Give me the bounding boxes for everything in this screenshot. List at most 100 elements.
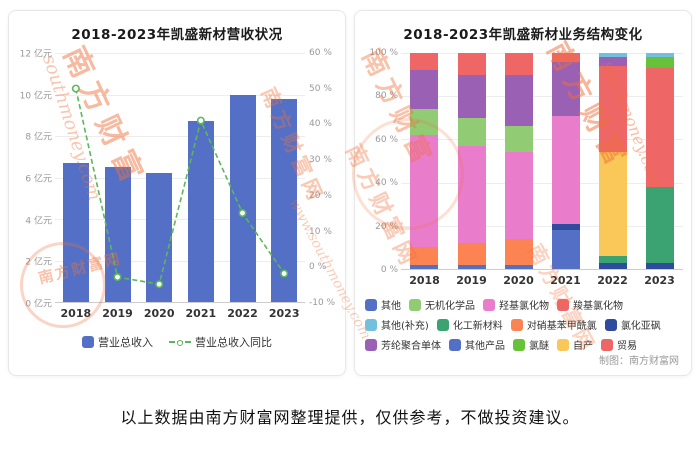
structure-bar-2020	[504, 53, 533, 269]
legend-swatch-icon	[483, 298, 495, 311]
x-axis-label: 2020	[143, 307, 175, 320]
legend-swatch-icon	[513, 338, 525, 351]
legend-swatch-icon	[365, 298, 377, 311]
x-axis-label: 2022	[227, 307, 258, 320]
x-axis-label: 2020	[503, 274, 534, 287]
legend-label: 化工新材料	[452, 321, 503, 332]
y-axis-tick: 80 %	[375, 91, 398, 102]
legend-item: 其他(补充)	[365, 317, 429, 332]
legend-label: 对硝基苯甲酰氯	[526, 321, 597, 332]
structure-segment	[645, 68, 674, 187]
structure-chart: 0 % 20 % 40 % 60 % 80 % 100 %	[363, 48, 683, 275]
y-axis-tick: 10 %	[309, 226, 332, 237]
y-axis-tick: 100 %	[369, 48, 398, 58]
legend-item-revenue: 营业总收入	[82, 334, 153, 350]
legend-swatch-icon	[449, 338, 461, 351]
legend-item: 贸易	[601, 337, 637, 352]
structure-segment	[504, 126, 533, 153]
legend-label-yoy: 营业总收入同比	[195, 336, 272, 349]
legend-label-revenue: 营业总收入	[98, 336, 153, 349]
structure-bar-2023	[645, 53, 674, 269]
structure-segment	[504, 238, 533, 265]
structure-segment	[551, 223, 580, 231]
revenue-legend: 营业总收入 营业总收入同比	[17, 334, 337, 350]
legend-item: 其他	[365, 297, 401, 312]
legend-swatch-icon	[365, 338, 377, 351]
legend-label: 其他产品	[465, 341, 505, 352]
revenue-bar	[229, 94, 256, 302]
y-axis-tick: 60 %	[309, 48, 332, 58]
legend-label: 无机化学品	[425, 301, 475, 312]
legend-item: 羟基氯化物	[483, 297, 549, 312]
legend-swatch-icon	[436, 318, 449, 331]
legend-item: 对硝基苯甲酰氯	[510, 317, 597, 332]
legend-swatch-icon	[601, 338, 613, 351]
legend-label: 羟基氯化物	[499, 301, 549, 312]
structure-segment	[410, 70, 439, 110]
y-axis-tick: 20 %	[375, 221, 398, 232]
gridline	[55, 136, 305, 137]
legend-item: 自产	[557, 337, 593, 352]
legend-item: 羧基氯化物	[557, 297, 623, 312]
y-axis-tick: 6 亿元	[25, 174, 52, 185]
structure-segment	[551, 115, 580, 224]
structure-x-axis: 2018 2019 2020 2021 2022 2023	[363, 274, 683, 287]
y-axis-tick: 50 %	[309, 83, 332, 94]
structure-segment	[410, 135, 439, 248]
structure-segment	[457, 243, 486, 265]
legend-item: 氯醚	[513, 337, 549, 352]
structure-segment	[598, 57, 627, 66]
structure-segment	[645, 186, 674, 263]
y-axis-tick: 20 %	[309, 190, 332, 201]
revenue-x-axis: 2018 2019 2020 2021 2022 2023	[17, 307, 337, 320]
chart-credit: 制图：南方财富网	[599, 356, 679, 367]
legend-label: 羧基氯化物	[573, 301, 623, 312]
revenue-chart-title: 2018-2023年凯盛新材营收状况	[71, 27, 283, 43]
legend-label: 自产	[573, 341, 593, 352]
legend-item: 化工新材料	[436, 317, 503, 332]
structure-segment	[551, 61, 580, 116]
structure-chart-title: 2018-2023年凯盛新材业务结构变化	[403, 27, 643, 43]
legend-swatch-icon	[557, 338, 569, 351]
structure-chart-panel: 2018-2023年凯盛新材业务结构变化 0 % 20 % 40 % 60 % 80 %…	[354, 10, 692, 376]
legend-item: 氯化亚砜	[604, 317, 661, 332]
line-marker-icon	[169, 340, 191, 346]
structure-legend: 其他 无机化学品 羟基氯化物 羧基氯化物 其他(补充) 化工新材料 对硝基苯甲酰氯 氯化亚砜芳…	[363, 297, 683, 352]
revenue-right-axis: -10 % 0 % 10 % 20 % 30 % 40 % 50 % 60 %	[305, 48, 337, 308]
x-axis-label: 2021	[185, 307, 217, 320]
y-axis-tick: 60 %	[375, 134, 398, 145]
y-axis-tick: 30 %	[309, 155, 332, 166]
x-axis-label: 2019	[102, 307, 133, 320]
gridline	[55, 260, 305, 262]
y-axis-tick: 40 %	[375, 178, 398, 189]
x-axis-label: 2023	[268, 307, 300, 320]
y-axis-tick: 10 亿元	[19, 91, 52, 102]
structure-segment	[457, 74, 486, 118]
gridline	[55, 94, 305, 96]
x-axis-label: 2018	[60, 307, 92, 320]
legend-label: 其他(补充)	[381, 321, 429, 332]
structure-segment	[551, 230, 580, 269]
y-axis-tick: 12 亿元	[19, 49, 52, 60]
legend-label: 贸易	[617, 341, 637, 352]
bar-swatch-icon	[82, 336, 94, 348]
structure-segment	[410, 53, 439, 71]
revenue-bar	[271, 98, 298, 302]
x-axis-label: 2022	[597, 274, 628, 287]
structure-segment	[645, 262, 674, 269]
yoy-line-series	[71, 84, 289, 289]
legend-swatch-icon	[409, 298, 421, 311]
legend-swatch-icon	[604, 318, 617, 331]
gridline	[401, 182, 683, 184]
structure-segment	[457, 53, 486, 75]
y-axis-tick: -10 %	[309, 298, 336, 308]
x-axis-label: 2019	[456, 274, 487, 287]
disclaimer-caption: 以上数据由南方财富网整理提供，仅供参考，不做投资建议。	[120, 408, 580, 427]
legend-swatch-icon	[365, 318, 377, 331]
structure-segment	[410, 247, 439, 265]
structure-segment	[598, 262, 627, 269]
legend-label: 其他	[381, 301, 401, 312]
structure-segment	[457, 264, 486, 269]
revenue-plot-area	[55, 53, 305, 303]
